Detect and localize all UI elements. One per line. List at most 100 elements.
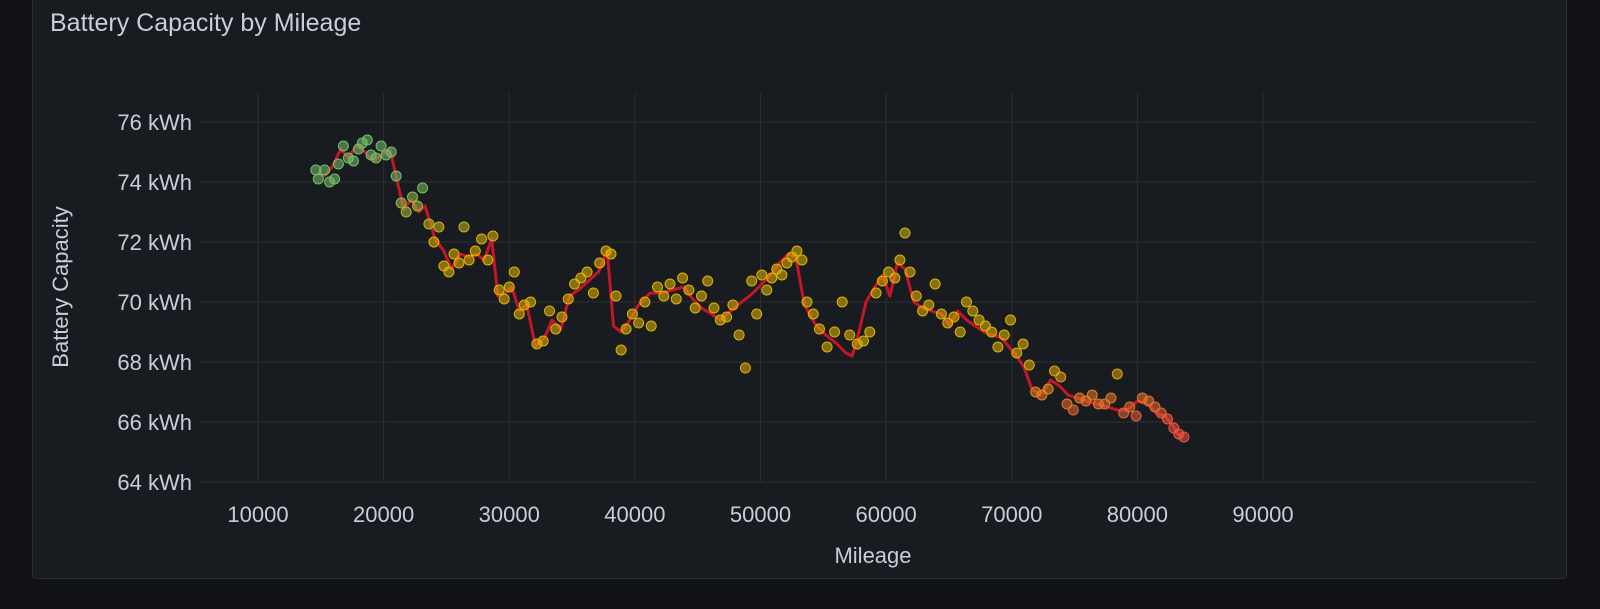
x-tick-label: 20000 [353, 502, 414, 527]
data-point [487, 230, 499, 242]
y-tick-label: 72 kWh [117, 230, 192, 255]
x-tick-label: 10000 [227, 502, 288, 527]
data-point [889, 272, 901, 284]
x-axis-ticks: 10000 20000 30000 40000 50000 60000 70000 80000… [227, 502, 1293, 527]
data-point [821, 341, 833, 353]
data-point [361, 134, 373, 146]
data-point [746, 275, 758, 287]
y-tick-label: 66 kWh [117, 410, 192, 435]
data-point [412, 200, 423, 212]
data-point [899, 227, 911, 239]
data-point [544, 305, 555, 317]
data-point [683, 284, 695, 296]
data-point [929, 278, 941, 290]
x-tick-label: 80000 [1107, 502, 1168, 527]
data-point [894, 254, 906, 266]
data-point [370, 152, 382, 164]
data-point [664, 278, 676, 290]
data-point [961, 296, 972, 308]
data-point [594, 257, 606, 269]
data-point [581, 266, 593, 278]
data-point [337, 140, 349, 152]
data-point [375, 140, 387, 152]
data-point [556, 311, 568, 323]
data-point [967, 305, 979, 317]
y-tick-label: 70 kWh [117, 290, 192, 315]
data-point [428, 236, 440, 248]
y-tick-label: 68 kWh [117, 350, 192, 375]
data-point [721, 311, 733, 323]
data-point [417, 182, 429, 194]
data-point [935, 308, 947, 320]
data-point [689, 302, 701, 314]
data-point [319, 164, 331, 176]
data-point [739, 362, 751, 374]
data-point [1023, 359, 1035, 371]
data-point [508, 266, 520, 278]
data-point [587, 287, 599, 299]
data-point [756, 269, 768, 281]
x-tick-label: 50000 [730, 502, 791, 527]
data-point [476, 233, 488, 245]
data-point [1111, 368, 1123, 380]
data-point [658, 290, 670, 302]
data-point [904, 266, 916, 278]
data-point [633, 317, 645, 329]
data-point [645, 320, 657, 332]
x-axis-label: Mileage [834, 543, 911, 568]
data-point [652, 281, 663, 293]
data-point [1130, 410, 1142, 422]
data-point [1017, 338, 1029, 350]
scatter-points [310, 134, 1190, 443]
data-point [458, 221, 470, 233]
data-point [948, 311, 960, 323]
data-point [910, 290, 922, 302]
data-point [696, 290, 707, 302]
data-point [390, 170, 402, 182]
data-point [423, 218, 435, 230]
y-tick-label: 64 kWh [117, 470, 192, 495]
data-point [433, 221, 445, 233]
data-point [498, 293, 510, 305]
data-point [876, 275, 888, 287]
data-point [776, 269, 788, 281]
y-axis-ticks: 64 kWh 66 kWh 68 kWh 70 kWh 72 kWh 74 kWh 76 k… [117, 110, 192, 495]
data-point [395, 197, 407, 209]
data-point [407, 191, 418, 203]
data-point [870, 287, 882, 299]
data-point [469, 245, 481, 257]
data-point [829, 326, 841, 338]
data-point [796, 254, 808, 266]
data-point [766, 272, 778, 284]
data-point [448, 248, 460, 260]
x-tick-label: 90000 [1232, 502, 1293, 527]
data-point [727, 299, 739, 311]
y-tick-label: 76 kWh [117, 110, 192, 135]
data-point [493, 284, 505, 296]
data-point [844, 329, 856, 341]
data-point [1086, 389, 1098, 401]
y-axis-label: Battery Capacity [48, 206, 73, 367]
data-point [1178, 431, 1190, 443]
data-point [639, 296, 651, 308]
data-point [1055, 371, 1067, 383]
data-point [1011, 347, 1023, 359]
data-point [348, 155, 359, 167]
data-point [751, 308, 763, 320]
y-tick-label: 74 kWh [117, 170, 192, 195]
data-point [482, 254, 494, 266]
data-point [708, 302, 720, 314]
data-point [670, 293, 682, 305]
data-point [513, 308, 525, 320]
data-point [733, 329, 745, 341]
data-point [836, 296, 848, 308]
x-tick-label: 40000 [604, 502, 665, 527]
data-point [801, 296, 813, 308]
data-point [702, 275, 714, 287]
data-point [954, 326, 966, 338]
panel-title: Battery Capacity by Mileage [50, 9, 362, 37]
grid [200, 93, 1535, 483]
data-point [858, 335, 869, 347]
data-point [923, 299, 935, 311]
data-point [312, 173, 324, 185]
